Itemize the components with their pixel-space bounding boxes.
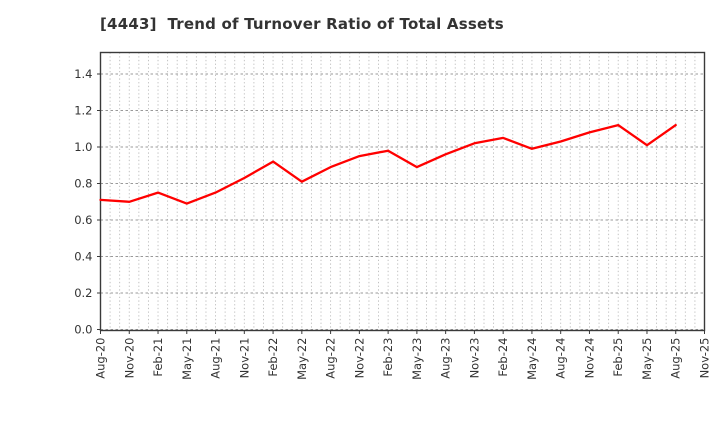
x-tick-label: May-22 <box>295 338 309 380</box>
y-tick-label: 1.0 <box>74 140 92 154</box>
x-tick-label: Nov-23 <box>467 338 481 379</box>
x-tick-label: Aug-21 <box>209 338 223 379</box>
x-tick-label: May-25 <box>640 338 654 380</box>
x-tick-label: Aug-20 <box>94 338 108 379</box>
x-tick-label: Aug-25 <box>669 338 683 379</box>
x-tick-label: Feb-21 <box>151 338 165 377</box>
x-tick-label: Nov-20 <box>122 338 136 379</box>
y-tick-label: 1.4 <box>74 67 92 81</box>
x-tick-label: Aug-23 <box>439 338 453 379</box>
x-tick-label: May-21 <box>180 338 194 380</box>
y-tick-label: 0.2 <box>74 286 92 300</box>
x-tick-label: Nov-25 <box>698 338 712 379</box>
x-tick-label: Nov-24 <box>582 338 596 379</box>
x-tick-label: Aug-24 <box>554 338 568 379</box>
x-tick-label: May-23 <box>410 338 424 380</box>
x-tick-label: May-24 <box>525 338 539 380</box>
x-tick-label: Feb-23 <box>381 338 395 377</box>
x-tick-label: Nov-21 <box>237 338 251 379</box>
y-tick-label: 0.4 <box>74 250 92 264</box>
x-tick-label: Feb-25 <box>611 338 625 377</box>
y-axis-gridlines <box>100 73 705 330</box>
turnover-ratio-series-line <box>99 123 677 205</box>
x-tick-label: Aug-22 <box>324 338 338 379</box>
y-tick-label: 1.2 <box>74 104 92 118</box>
y-tick-label: 0.0 <box>74 323 92 337</box>
plot-border <box>99 51 706 332</box>
chart-title: [4443] Trend of Turnover Ratio of Total … <box>100 15 504 33</box>
x-axis-gridlines <box>100 52 705 331</box>
y-tick-label: 0.6 <box>74 213 92 227</box>
x-tick-label: Feb-22 <box>266 338 280 377</box>
x-tick-label: Nov-22 <box>352 338 366 379</box>
y-tick-label: 0.8 <box>74 177 92 191</box>
x-tick-label: Feb-24 <box>496 337 510 376</box>
y-tick-labels: 0.0 0.2 0.4 0.6 0.8 1.0 1.2 1.4 <box>74 67 92 337</box>
x-tick-labels: Aug-20 Nov-20 Feb-21 May-21 Aug-21 Nov-21 Feb-… <box>94 337 712 379</box>
